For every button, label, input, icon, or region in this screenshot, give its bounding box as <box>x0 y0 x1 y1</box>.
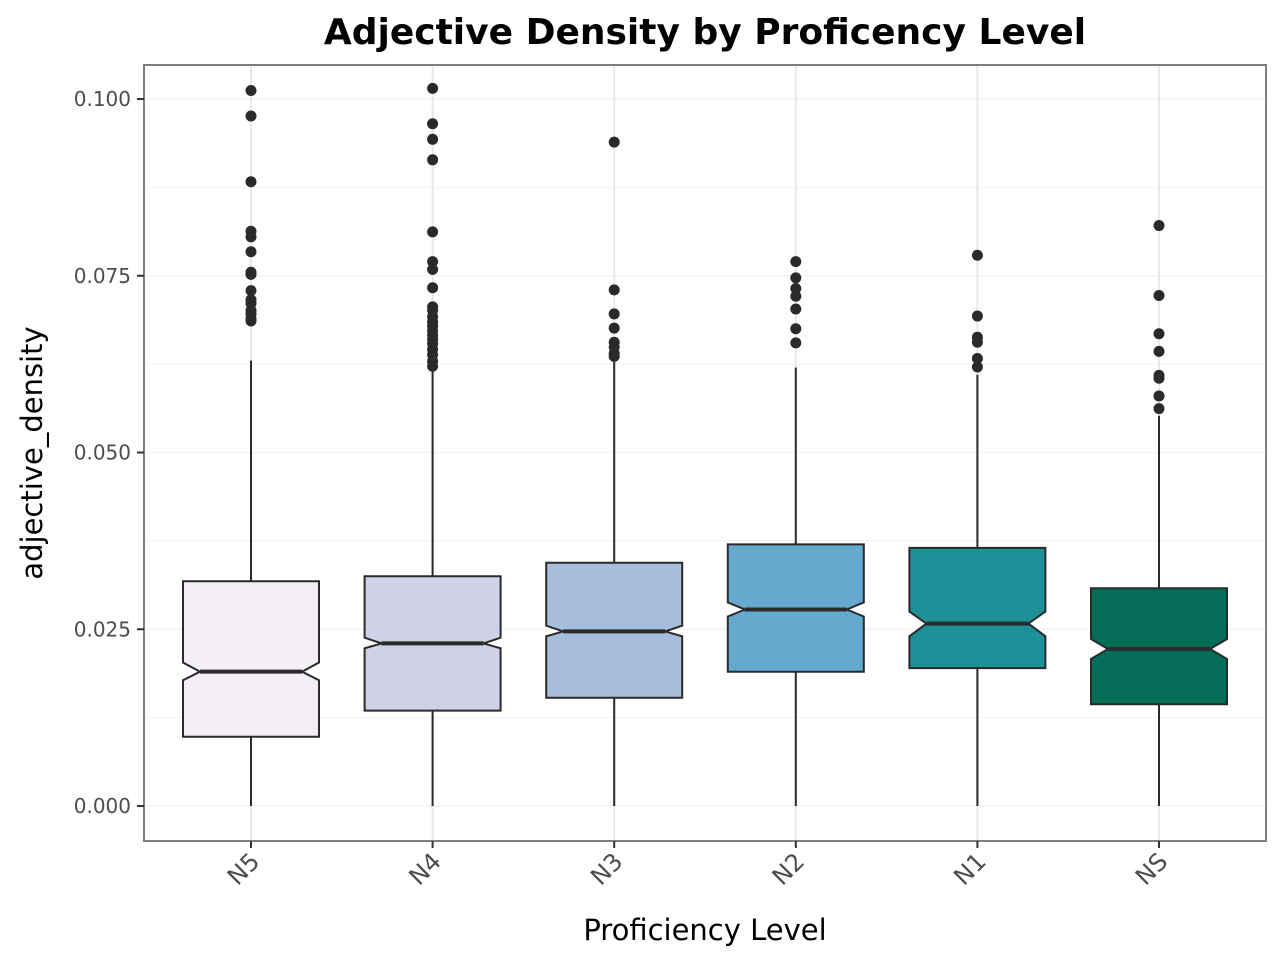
box-body <box>908 546 1047 670</box>
outlier-point <box>790 337 802 349</box>
outlier-point <box>790 272 802 284</box>
y-tick-label: 0.025 <box>74 617 131 641</box>
box-body <box>1090 587 1228 706</box>
outlier-point <box>971 336 983 348</box>
outlier-point <box>245 110 257 122</box>
outlier-point <box>427 226 439 238</box>
outlier-point <box>790 303 802 315</box>
y-tick-label: 0.075 <box>74 264 131 288</box>
outlier-point <box>427 82 439 94</box>
box-n2 <box>726 256 865 806</box>
box-series <box>182 82 1228 806</box>
y-tick-label: 0.000 <box>74 794 131 818</box>
outlier-point <box>245 285 257 297</box>
outlier-point <box>608 322 620 334</box>
x-axis-title: Proficiency Level <box>583 913 826 947</box>
outlier-point <box>1153 372 1165 384</box>
box-n1 <box>908 249 1047 806</box>
outlier-point <box>608 284 620 296</box>
outlier-point <box>427 118 439 130</box>
x-tick-label: N3 <box>585 847 628 890</box>
box-n5 <box>182 85 320 806</box>
chart-title: Adjective Density by Proficency Level <box>324 12 1086 53</box>
outlier-point <box>1153 290 1165 302</box>
outlier-point <box>245 315 257 327</box>
x-tick-label: NS <box>1130 847 1173 890</box>
x-axis-ticks: N5 N4 N3 N2 N1 NS <box>222 841 1173 891</box>
outlier-point <box>245 85 257 97</box>
outlier-point <box>790 256 802 268</box>
outlier-point <box>1153 220 1165 232</box>
outlier-point <box>427 282 439 294</box>
outlier-point <box>608 136 620 148</box>
y-axis-ticks: 0.000 0.025 0.050 0.075 0.100 <box>74 87 144 818</box>
y-axis-title: adjective_density <box>15 326 49 579</box>
box-body <box>182 580 320 738</box>
outlier-point <box>427 256 439 268</box>
y-tick-label: 0.100 <box>74 87 131 111</box>
outlier-point <box>971 361 983 373</box>
x-tick-label: N1 <box>948 847 991 890</box>
box-ns <box>1090 220 1228 806</box>
box-n4 <box>363 82 502 806</box>
outlier-point <box>790 323 802 335</box>
x-tick-label: N2 <box>767 847 810 890</box>
outlier-point <box>427 133 439 145</box>
outlier-point <box>245 231 257 243</box>
outlier-point <box>245 268 257 280</box>
outlier-point <box>608 350 620 362</box>
outlier-point <box>245 246 257 258</box>
outlier-point <box>427 154 439 166</box>
outlier-point <box>1153 328 1165 340</box>
outlier-point <box>1153 403 1165 415</box>
x-tick-label: N4 <box>404 847 447 890</box>
outlier-point <box>427 360 439 372</box>
y-tick-label: 0.050 <box>74 441 131 465</box>
outlier-point <box>1153 345 1165 357</box>
outlier-point <box>245 176 257 188</box>
outlier-point <box>971 352 983 364</box>
outlier-point <box>971 310 983 322</box>
outlier-point <box>1153 390 1165 402</box>
box-n3 <box>545 136 684 806</box>
outlier-point <box>790 290 802 302</box>
outlier-point <box>427 263 439 275</box>
x-tick-label: N5 <box>222 847 265 890</box>
outlier-point <box>971 249 983 261</box>
outlier-point <box>790 282 802 294</box>
outlier-point <box>608 308 620 320</box>
